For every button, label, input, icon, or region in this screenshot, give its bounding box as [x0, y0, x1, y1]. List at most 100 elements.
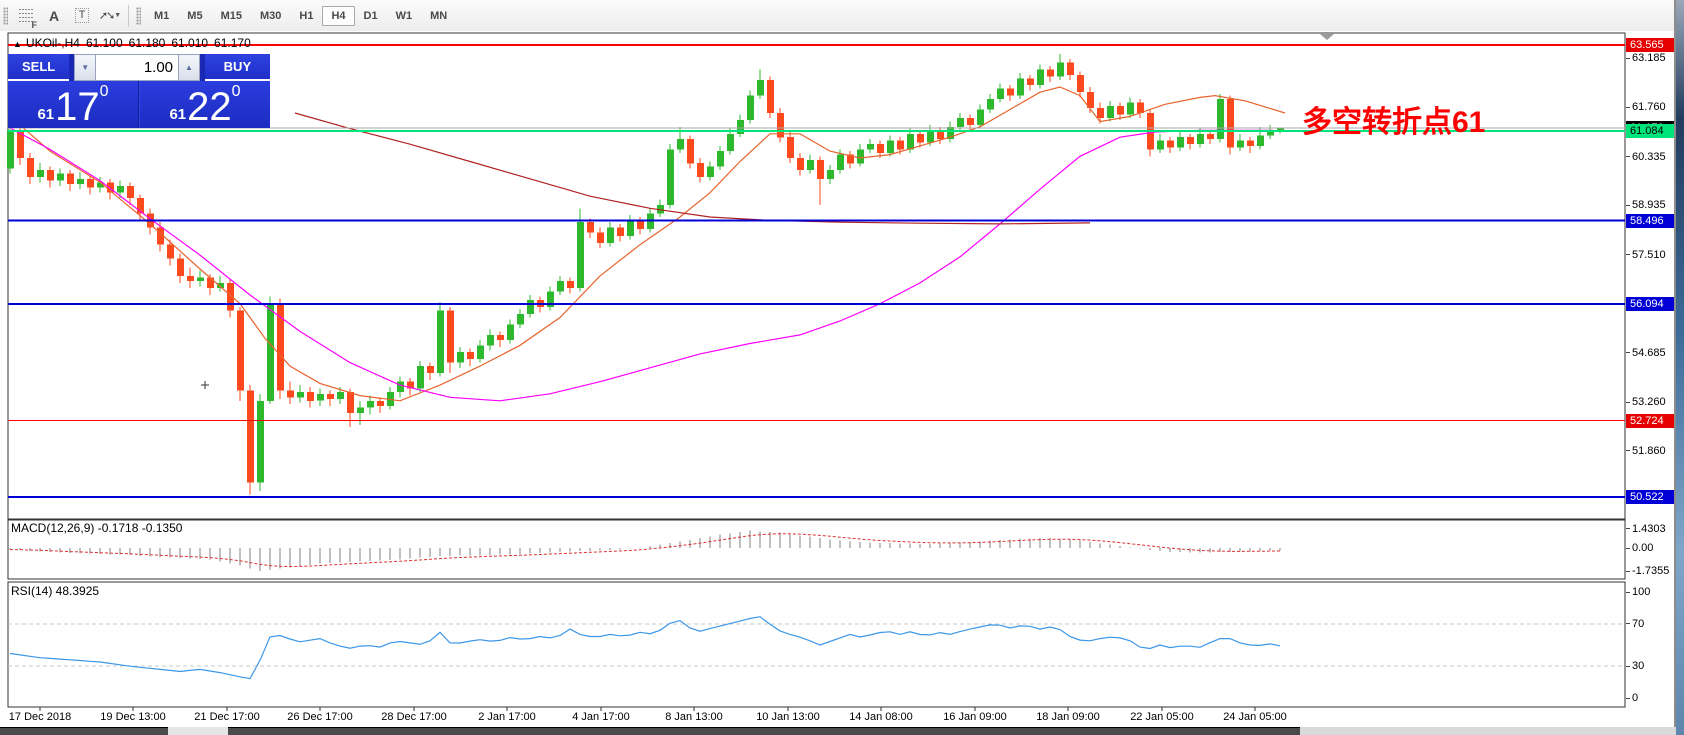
sell-price-main: 17 — [55, 85, 100, 129]
price-badge: 58.496 — [1626, 213, 1674, 228]
rsi-line — [9, 616, 1281, 680]
price-badge: 61.084 — [1626, 123, 1674, 138]
volume-input[interactable] — [96, 54, 179, 81]
time-label: 8 Jan 13:00 — [665, 711, 723, 723]
toolbar: F A T ➚➘ ▼ M1 M5 M15 M30 H1 H4 D1 W1 MN — [0, 0, 1676, 32]
timeframes-toolbar: M1 M5 M15 M30 H1 H4 D1 W1 MN — [145, 5, 456, 26]
sell-button[interactable]: SELL — [8, 54, 70, 81]
price-tick: 63.185 — [1626, 51, 1666, 65]
price-tick: 51.860 — [1626, 444, 1666, 458]
buy-price-button[interactable]: 61 22 0 — [139, 81, 270, 128]
macd-signal-line — [9, 533, 1281, 568]
timeframe-m5-button[interactable]: M5 — [187, 9, 203, 22]
price-tick: 58.935 — [1626, 198, 1666, 212]
rsi-label: RSI(14) 48.3925 — [11, 584, 100, 598]
buy-price-prefix: 61 — [169, 106, 187, 123]
panel-borders — [7, 32, 1626, 708]
sell-price-button[interactable]: 61 17 0 — [8, 81, 139, 128]
window-right-border — [1674, 0, 1676, 735]
text-icon[interactable]: A — [48, 7, 60, 24]
macd-scale-tick: -1.7355 — [1626, 564, 1669, 578]
candlestick-chart-canvas[interactable] — [0, 31, 1684, 735]
price-tick: 54.685 — [1626, 346, 1666, 360]
time-label: 10 Jan 13:00 — [756, 711, 820, 723]
timeframe-h1-button[interactable]: H1 — [299, 9, 314, 22]
price-badge: 50.522 — [1626, 490, 1674, 505]
rsi-scale-tick: 30 — [1626, 659, 1644, 673]
timeframe-d1-button[interactable]: D1 — [363, 9, 378, 22]
price-tick: 53.260 — [1626, 395, 1666, 409]
volume-increase-button[interactable]: ▲ — [178, 54, 200, 81]
time-label: 26 Dec 17:00 — [287, 711, 353, 723]
quote-close: 61.170 — [214, 36, 251, 50]
toolbar-separator — [128, 4, 129, 27]
volume-decrease-button[interactable]: ▼ — [74, 54, 97, 81]
macd-histogram — [9, 530, 1281, 571]
time-label: 28 Dec 17:00 — [381, 711, 447, 723]
candles — [7, 54, 1284, 495]
sell-price-prefix: 61 — [37, 106, 55, 123]
time-label: 17 Dec 2018 — [8, 711, 72, 723]
fibonacci-icon[interactable]: F — [14, 4, 38, 30]
quote-high: 61.180 — [128, 36, 166, 50]
symbol-direction-up-icon: ▲ — [13, 39, 22, 49]
time-label: 24 Jan 05:00 — [1223, 711, 1287, 723]
price-badge: 56.094 — [1626, 296, 1674, 311]
quote-line: ▲ UKOil-,H4 61.100 61.180 61.010 61.170 — [13, 36, 257, 50]
price-badge: 52.724 — [1626, 413, 1674, 428]
annotation-text: 多空转折点61 — [1302, 106, 1486, 139]
price-badge: 63.565 — [1626, 37, 1674, 52]
price-tick: 60.335 — [1626, 150, 1666, 164]
time-axis-ticks — [39, 707, 1256, 711]
timeframe-m15-button[interactable]: M15 — [220, 9, 242, 22]
sell-price-pip: 0 — [99, 83, 109, 100]
quote-low: 61.010 — [171, 36, 209, 50]
horizontal-line-objects[interactable] — [8, 43, 1625, 499]
chart-shift-marker-icon[interactable] — [1320, 34, 1334, 40]
time-label: 19 Dec 13:00 — [100, 711, 166, 723]
bottom-tab-segment — [0, 727, 168, 735]
macd-scale-tick: 1.4303 — [1626, 522, 1666, 536]
timeframes-drag-handle[interactable] — [136, 6, 141, 25]
rsi-scale-tick: 100 — [1626, 585, 1650, 599]
quote-open: 61.100 — [85, 36, 123, 50]
timeframe-m30-button[interactable]: M30 — [259, 9, 282, 22]
time-label: 22 Jan 05:00 — [1130, 711, 1194, 723]
ma-medium-line — [7, 126, 1273, 402]
rsi-scale-tick: 70 — [1626, 617, 1644, 631]
plus-marker-icon — [201, 381, 209, 389]
buy-price-pip: 0 — [231, 83, 241, 100]
one-click-trading-panel: SELL ▼ ▲ BUY 61 17 0 61 22 0 — [8, 54, 271, 128]
timeframe-w1-button[interactable]: W1 — [395, 9, 413, 22]
arrow-objects-icon[interactable]: ➚➘ ▼ — [98, 10, 122, 22]
time-label: 4 Jan 17:00 — [572, 711, 630, 723]
timeframe-mn-button[interactable]: MN — [430, 9, 448, 22]
ma-slow-line — [294, 112, 1091, 225]
buy-price-main: 22 — [187, 85, 232, 129]
macd-label: MACD(12,26,9) -0.1718 -0.1350 — [11, 521, 183, 535]
rsi-scale-tick: 0 — [1626, 691, 1638, 705]
time-label: 21 Dec 17:00 — [194, 711, 260, 723]
toolbar-drag-handle[interactable] — [3, 6, 8, 25]
text-label-icon[interactable]: T — [70, 4, 94, 28]
bottom-tab-strip — [0, 727, 1676, 735]
macd-scale-tick: 0.00 — [1626, 541, 1653, 555]
ma-fast-line — [7, 86, 1286, 402]
bottom-tab-segment — [228, 727, 1300, 735]
time-label: 2 Jan 17:00 — [478, 711, 536, 723]
time-label: 18 Jan 09:00 — [1036, 711, 1100, 723]
symbol-timeframe: UKOil-,H4 — [25, 36, 80, 50]
desktop-background-strip — [1676, 0, 1684, 735]
price-scale[interactable]: 63.185 61.760 60.335 58.935 57.510 54.685 53.2… — [1626, 31, 1674, 727]
price-tick: 57.510 — [1626, 248, 1666, 262]
time-axis[interactable]: 17 Dec 2018 19 Dec 13:00 21 Dec 17:00 26 De… — [0, 707, 1676, 728]
line-studies-toolbar: F A T ➚➘ ▼ — [12, 4, 124, 30]
time-label: 14 Jan 08:00 — [849, 711, 913, 723]
price-tick: 61.760 — [1626, 100, 1666, 114]
buy-button[interactable]: BUY — [204, 54, 271, 81]
time-label: 16 Jan 09:00 — [943, 711, 1007, 723]
timeframe-m1-button[interactable]: M1 — [154, 9, 170, 22]
timeframe-h4-button[interactable]: H4 — [322, 5, 355, 26]
